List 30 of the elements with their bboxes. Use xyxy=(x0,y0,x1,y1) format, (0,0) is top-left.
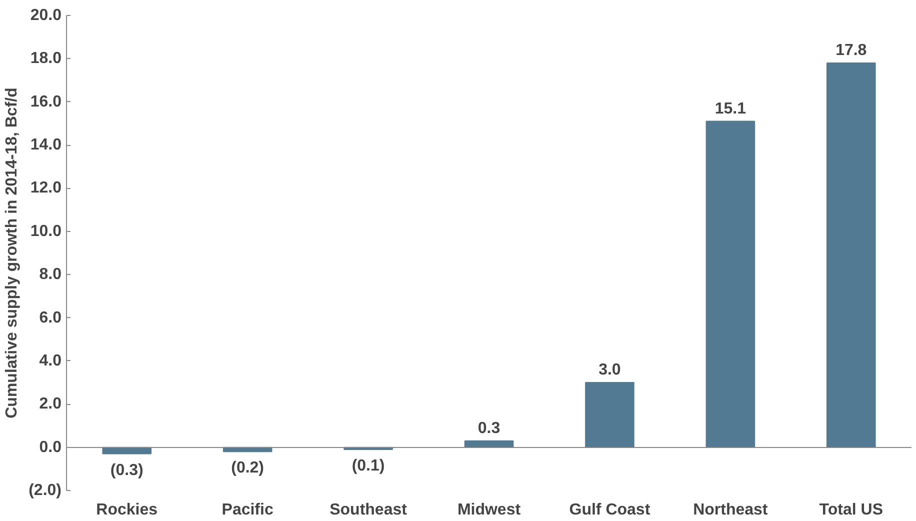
data-label: (0.1) xyxy=(352,457,385,474)
bar xyxy=(826,62,876,448)
y-tick-label: 16.0 xyxy=(30,93,62,110)
y-tick-label: 10.0 xyxy=(30,222,62,240)
x-tick-label: Total US xyxy=(819,502,884,518)
y-tick-label: 6.0 xyxy=(39,309,62,326)
x-tick-label: Southeast xyxy=(330,502,408,518)
y-tick-label: 20.0 xyxy=(30,7,62,24)
data-label: 17.8 xyxy=(836,42,867,59)
data-label: (0.3) xyxy=(110,462,144,479)
data-label: 3.0 xyxy=(598,362,621,379)
y-tick-label: 12.0 xyxy=(30,180,62,197)
y-tick-label: 8.0 xyxy=(39,266,62,284)
y-tick-label: 0.0 xyxy=(39,438,62,456)
y-tick-label: 14.0 xyxy=(30,136,62,154)
x-tick-label: Northeast xyxy=(693,502,768,518)
x-tick-label: Pacific xyxy=(222,502,274,518)
data-label: 0.3 xyxy=(478,420,500,437)
x-tick-label: Rockies xyxy=(96,502,158,518)
x-tick-label: Midwest xyxy=(457,502,522,518)
y-tick-label: 2.0 xyxy=(39,396,62,413)
y-tick-label: 18.0 xyxy=(30,50,62,68)
x-tick-label: Gulf Coast xyxy=(569,502,651,518)
y-tick-label: 4.0 xyxy=(39,352,62,370)
y-tick-label: (2.0) xyxy=(28,482,62,499)
data-label: 15.1 xyxy=(714,100,746,118)
bar xyxy=(585,382,634,448)
bar xyxy=(706,120,756,448)
data-label: (0.2) xyxy=(231,460,264,477)
y-axis-title: Cumulative supply growth in 2014-18, Bcf/d xyxy=(4,88,21,418)
